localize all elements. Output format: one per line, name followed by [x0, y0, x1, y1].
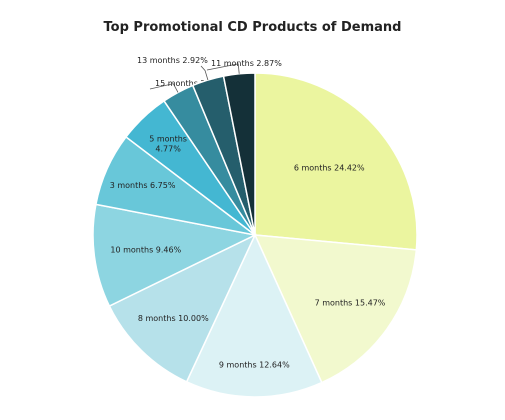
slice-label-9-months: 9 months 12.64% [219, 361, 290, 370]
slice-label-13-months: 13 months 2.92% [137, 56, 208, 65]
pie-slice-6-months[interactable] [254, 72, 418, 251]
leader-line-11-months [206, 63, 240, 74]
slice-label-15-months: 15 months 2.96% [155, 79, 226, 88]
slice-label-6-months: 6 months 24.42% [294, 163, 365, 172]
slice-label-10-months: 10 months 9.46% [110, 245, 181, 254]
slice-label-11-months: 11 months 2.87% [211, 59, 282, 68]
pie-slice-7-months[interactable] [253, 234, 418, 384]
pie-slice-8-months[interactable] [108, 233, 257, 383]
pie-slice-10-months[interactable] [92, 203, 258, 308]
slice-label-8-months: 8 months 10.00% [138, 314, 209, 323]
pie-slice-9-months[interactable] [185, 233, 323, 398]
leader-line-15-months [149, 83, 179, 93]
slice-label-5-months: 5 months 4.77% [149, 134, 187, 153]
chart-title: Top Promotional CD Products of Demand [103, 20, 402, 35]
slice-label-3-months: 3 months 6.75% [110, 181, 176, 190]
leader-line-13-months [200, 65, 209, 81]
slice-label-7-months: 7 months 15.47% [315, 299, 386, 308]
